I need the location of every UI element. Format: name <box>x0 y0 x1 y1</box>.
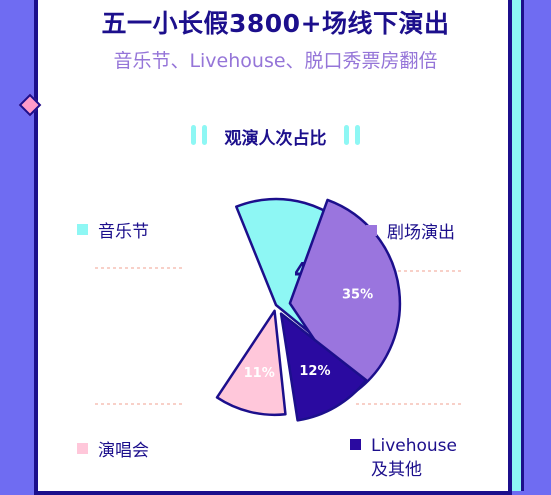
legend-swatch-purple <box>366 225 377 236</box>
legend-swatch-pink <box>77 443 88 454</box>
legend-concert: 演唱会 <box>77 436 149 461</box>
legend-livehouse: Livehouse 及其他 <box>350 434 457 482</box>
legend-label-line2: 及其他 <box>371 460 422 480</box>
legend-label: 演唱会 <box>98 441 149 461</box>
section-title-left-bar <box>191 125 196 145</box>
legend-label: Livehouse 及其他 <box>371 434 457 482</box>
section-title-right-bar <box>344 125 349 145</box>
legend-music-festival: 音乐节 <box>77 217 149 242</box>
pie-slice-label-1: 35% <box>342 287 373 302</box>
pie-slice-label-2: 12% <box>299 364 330 379</box>
legend-label: 音乐节 <box>98 222 149 242</box>
section-title-left-bar-2 <box>202 125 207 145</box>
section-title-right-bar-2 <box>355 125 360 145</box>
pie-slice-1 <box>288 198 402 396</box>
legend-label-line1: Livehouse <box>371 436 457 456</box>
right-decorative-stripe <box>512 0 524 491</box>
page-title: 五一小长假3800+场线下演出 <box>101 9 450 38</box>
pie-slice-label-3: 11% <box>244 366 275 381</box>
chart-section-title: 观演人次占比 <box>224 129 327 149</box>
pie-slice-2 <box>279 312 368 422</box>
legend-swatch-cyan <box>77 224 88 235</box>
pie-slice-3 <box>215 309 287 417</box>
legend-label: 剧场演出 <box>387 223 455 243</box>
legend-swatch-navy <box>350 439 361 450</box>
legend-theatre: 剧场演出 <box>366 218 455 243</box>
page-subtitle: 音乐节、Livehouse、脱口秀票房翻倍 <box>113 50 438 72</box>
